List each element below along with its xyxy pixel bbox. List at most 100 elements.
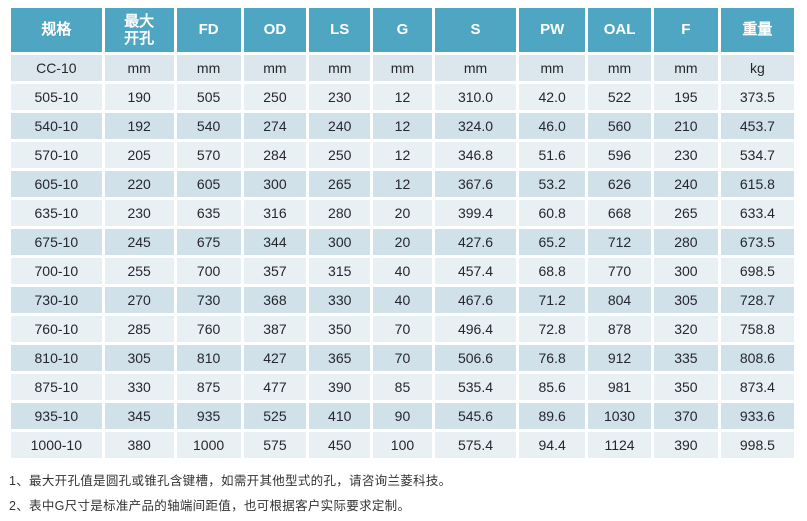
table-cell: 540-10: [11, 113, 102, 139]
table-cell: 100: [373, 432, 432, 458]
header-cell: LS: [309, 8, 371, 52]
table-cell: 633.4: [720, 200, 794, 226]
table-cell: CC-10: [11, 55, 102, 81]
table-cell: 1000: [176, 432, 241, 458]
table-cell: 12: [373, 84, 432, 110]
table-cell: mm: [653, 55, 718, 81]
table-cell: 305: [653, 287, 718, 313]
table-cell: 190: [104, 84, 174, 110]
table-cell: 42.0: [519, 84, 586, 110]
table-cell: 20: [373, 200, 432, 226]
table-cell: 626: [588, 171, 651, 197]
header-cell: 最大开孔: [104, 8, 174, 52]
table-cell: 635: [176, 200, 241, 226]
table-cell: 467.6: [434, 287, 517, 313]
table-cell: 427.6: [434, 229, 517, 255]
table-cell: 570: [176, 142, 241, 168]
table-cell: 230: [653, 142, 718, 168]
table-cell: 1124: [588, 432, 651, 458]
table-cell: 730-10: [11, 287, 102, 313]
table-cell: 496.4: [434, 316, 517, 342]
table-cell: 46.0: [519, 113, 586, 139]
table-cell: 310.0: [434, 84, 517, 110]
table-row: 810-10 305 810 427 365 70 506.6 76.8 912 335 808.6: [11, 345, 794, 371]
table-cell: 596: [588, 142, 651, 168]
table-cell: 71.2: [519, 287, 586, 313]
table-cell: 330: [309, 287, 371, 313]
table-cell: 20: [373, 229, 432, 255]
table-cell: mm: [104, 55, 174, 81]
table-cell: 534.7: [720, 142, 794, 168]
table-cell: 387: [243, 316, 307, 342]
table-cell: 330: [104, 374, 174, 400]
table-cell: 810: [176, 345, 241, 371]
table-cell: 72.8: [519, 316, 586, 342]
table-cell: 65.2: [519, 229, 586, 255]
table-cell: 250: [309, 142, 371, 168]
header-cell: FD: [176, 8, 241, 52]
table-cell: 810-10: [11, 345, 102, 371]
table-cell: mm: [434, 55, 517, 81]
table-cell: 230: [309, 84, 371, 110]
table-cell: 605-10: [11, 171, 102, 197]
table-cell: 280: [309, 200, 371, 226]
table-cell: 94.4: [519, 432, 586, 458]
table-cell: 344: [243, 229, 307, 255]
table-cell: 350: [309, 316, 371, 342]
table-cell: 570-10: [11, 142, 102, 168]
table-cell: 525: [243, 403, 307, 429]
table-cell: mm: [519, 55, 586, 81]
table-cell: 285: [104, 316, 174, 342]
table-row: 760-10 285 760 387 350 70 496.4 72.8 878 320 758.8: [11, 316, 794, 342]
table-cell: 427: [243, 345, 307, 371]
table-cell: mm: [176, 55, 241, 81]
table-cell: 875-10: [11, 374, 102, 400]
footnote-2: 2、表中G尺寸是标准产品的轴端间距值，也可根据客户实际要求定制。: [9, 499, 411, 514]
table-cell: 335: [653, 345, 718, 371]
table-cell: 912: [588, 345, 651, 371]
table-cell: 875: [176, 374, 241, 400]
table-cell: 605: [176, 171, 241, 197]
table-cell: 878: [588, 316, 651, 342]
table-cell: 265: [653, 200, 718, 226]
table-cell: 76.8: [519, 345, 586, 371]
table-cell: 804: [588, 287, 651, 313]
table-cell: 545.6: [434, 403, 517, 429]
table-cell: 698.5: [720, 258, 794, 284]
table-cell: 68.8: [519, 258, 586, 284]
table-cell: 85: [373, 374, 432, 400]
table-cell: 270: [104, 287, 174, 313]
table-cell: 324.0: [434, 113, 517, 139]
table-cell: 808.6: [720, 345, 794, 371]
table-cell: 300: [309, 229, 371, 255]
table-cell: 675: [176, 229, 241, 255]
table-cell: 758.8: [720, 316, 794, 342]
table-cell: 12: [373, 113, 432, 139]
table-row: 730-10 270 730 368 330 40 467.6 71.2 804 305 728.7: [11, 287, 794, 313]
table-cell: 51.6: [519, 142, 586, 168]
table-row: 675-10 245 675 344 300 20 427.6 65.2 712 280 673.5: [11, 229, 794, 255]
table-cell: kg: [720, 55, 794, 81]
table-cell: 280: [653, 229, 718, 255]
table-cell: 357: [243, 258, 307, 284]
table-cell: 399.4: [434, 200, 517, 226]
table-cell: 505: [176, 84, 241, 110]
table-cell: 477: [243, 374, 307, 400]
table-cell: 575: [243, 432, 307, 458]
table-cell: 410: [309, 403, 371, 429]
table-cell: 1030: [588, 403, 651, 429]
table-cell: 770: [588, 258, 651, 284]
table-row: 700-10 255 700 357 315 40 457.4 68.8 770 300 698.5: [11, 258, 794, 284]
table-cell: 300: [243, 171, 307, 197]
table-cell: 367.6: [434, 171, 517, 197]
table-cell: 240: [653, 171, 718, 197]
table-cell: 935: [176, 403, 241, 429]
table-row: 540-10 192 540 274 240 12 324.0 46.0 560 210 453.7: [11, 113, 794, 139]
header-cell: F: [653, 8, 718, 52]
table-cell: 505-10: [11, 84, 102, 110]
table-cell: 535.4: [434, 374, 517, 400]
table-cell: 350: [653, 374, 718, 400]
header-cell: PW: [519, 8, 586, 52]
spec-table: 规格 最大开孔 FD OD LS G S PW OAL F 重量 CC-10 mm mm mm mm mm mm…: [8, 5, 797, 461]
table-cell: 89.6: [519, 403, 586, 429]
